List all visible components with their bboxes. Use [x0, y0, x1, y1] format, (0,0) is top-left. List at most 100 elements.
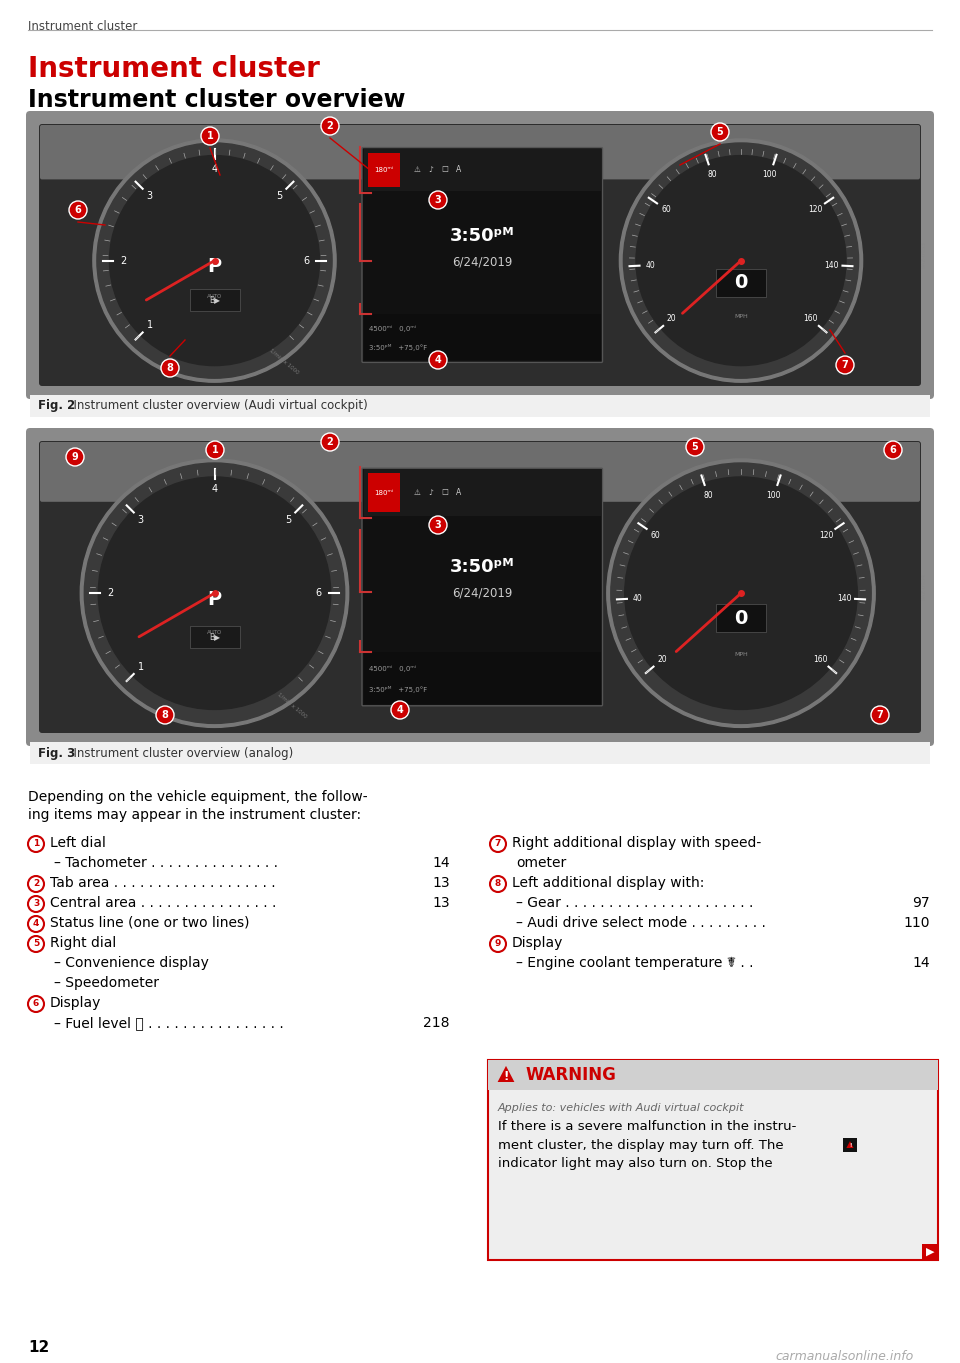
Text: – Fuel level Ⓓ . . . . . . . . . . . . . . . .: – Fuel level Ⓓ . . . . . . . . . . . . .…: [54, 1015, 284, 1030]
Text: 60: 60: [661, 204, 671, 214]
Text: !: !: [503, 1070, 509, 1082]
Text: AUTO: AUTO: [206, 631, 222, 635]
Bar: [716, 604, 766, 632]
Circle shape: [490, 876, 506, 891]
Circle shape: [625, 477, 857, 710]
Text: MPH: MPH: [734, 313, 748, 319]
Circle shape: [109, 155, 320, 365]
Bar: [30, 395, 930, 417]
Text: 14: 14: [432, 856, 450, 870]
Bar: [488, 1060, 938, 1090]
Text: 3: 3: [137, 514, 144, 525]
Text: Instrument cluster overview: Instrument cluster overview: [28, 89, 405, 112]
Circle shape: [429, 352, 447, 369]
Text: 1/min x 1000: 1/min x 1000: [276, 691, 307, 718]
Bar: [364, 652, 601, 703]
Circle shape: [201, 127, 219, 144]
Text: Left dial: Left dial: [50, 836, 106, 851]
Text: Applies to: vehicles with Audi virtual cockpit: Applies to: vehicles with Audi virtual c…: [498, 1103, 745, 1114]
Text: 1: 1: [147, 320, 153, 330]
Circle shape: [686, 438, 704, 457]
Circle shape: [836, 356, 854, 373]
Text: 140: 140: [837, 594, 852, 602]
Text: 140: 140: [825, 260, 839, 270]
Circle shape: [66, 448, 84, 466]
Circle shape: [429, 191, 447, 209]
Circle shape: [490, 936, 506, 951]
Text: 7: 7: [876, 710, 883, 720]
FancyBboxPatch shape: [39, 124, 921, 386]
Text: Right dial: Right dial: [50, 936, 116, 950]
Text: 3: 3: [435, 195, 442, 204]
Text: – Convenience display: – Convenience display: [54, 955, 209, 970]
Text: – Engine coolant temperature ☤ . .: – Engine coolant temperature ☤ . .: [516, 955, 754, 970]
Text: – Gear . . . . . . . . . . . . . . . . . . . . . .: – Gear . . . . . . . . . . . . . . . . .…: [516, 895, 754, 910]
Text: 6: 6: [890, 444, 897, 455]
Text: 3: 3: [33, 900, 39, 909]
Text: Instrument cluster: Instrument cluster: [28, 55, 320, 83]
Text: 5: 5: [691, 442, 698, 453]
FancyBboxPatch shape: [362, 469, 603, 706]
Text: ▶: ▶: [925, 1247, 934, 1257]
Text: 2: 2: [33, 879, 39, 889]
Circle shape: [28, 836, 44, 852]
Bar: [189, 289, 239, 311]
Text: Tab area . . . . . . . . . . . . . . . . . . .: Tab area . . . . . . . . . . . . . . . .…: [50, 876, 276, 890]
Text: P: P: [207, 256, 222, 275]
Circle shape: [206, 442, 224, 459]
Text: A: A: [456, 488, 462, 497]
Text: Left additional display with:: Left additional display with:: [512, 876, 705, 890]
Text: 3:50ᵖᴹ   +75,0°F: 3:50ᵖᴹ +75,0°F: [369, 686, 427, 692]
Circle shape: [81, 459, 348, 728]
Text: 60: 60: [651, 530, 660, 540]
Circle shape: [321, 433, 339, 451]
Bar: [30, 741, 930, 765]
Circle shape: [69, 200, 87, 219]
Text: 9: 9: [494, 939, 501, 949]
Text: ☐: ☐: [442, 165, 448, 174]
Text: 13: 13: [432, 876, 450, 890]
Text: Depending on the vehicle equipment, the follow-: Depending on the vehicle equipment, the …: [28, 791, 368, 804]
Circle shape: [711, 123, 729, 140]
Text: ♪: ♪: [428, 488, 433, 497]
Circle shape: [98, 477, 331, 710]
Text: 160: 160: [813, 656, 828, 664]
Circle shape: [871, 706, 889, 724]
Bar: [364, 313, 601, 360]
Circle shape: [490, 836, 506, 852]
Bar: [716, 269, 766, 297]
Circle shape: [611, 463, 872, 724]
Text: !: !: [849, 1144, 852, 1148]
Text: 0: 0: [734, 274, 748, 293]
Text: ment cluster, the display may turn off. The: ment cluster, the display may turn off. …: [498, 1138, 783, 1152]
Text: 1: 1: [33, 840, 39, 849]
Circle shape: [156, 706, 174, 724]
Circle shape: [391, 701, 409, 720]
Circle shape: [623, 143, 858, 378]
Text: 2: 2: [326, 121, 333, 131]
Text: 100: 100: [762, 170, 777, 179]
Text: 6/24/2019: 6/24/2019: [452, 586, 513, 598]
Text: 4: 4: [435, 354, 442, 365]
Text: 40: 40: [646, 260, 656, 270]
Circle shape: [636, 155, 846, 365]
Text: 0: 0: [734, 608, 748, 627]
FancyBboxPatch shape: [40, 125, 920, 180]
Circle shape: [161, 358, 179, 378]
Text: 2: 2: [120, 256, 126, 266]
Text: – Audi drive select mode . . . . . . . . .: – Audi drive select mode . . . . . . . .…: [516, 916, 766, 930]
Text: 80: 80: [704, 491, 713, 500]
Text: 8: 8: [494, 879, 501, 889]
Text: 4500ᵐⁱ   0,0ᵐⁱ: 4500ᵐⁱ 0,0ᵐⁱ: [369, 326, 416, 333]
Circle shape: [97, 143, 332, 378]
Text: Instrument cluster overview (analog): Instrument cluster overview (analog): [66, 747, 293, 759]
Text: RAZ-0953: RAZ-0953: [922, 241, 926, 269]
Text: Instrument cluster: Instrument cluster: [28, 20, 137, 33]
Text: 14: 14: [912, 955, 930, 970]
Circle shape: [28, 996, 44, 1011]
Text: 3:50ᵖᴹ: 3:50ᵖᴹ: [450, 557, 515, 575]
Text: – Tachometer . . . . . . . . . . . . . . .: – Tachometer . . . . . . . . . . . . . .…: [54, 856, 278, 870]
Text: B▶: B▶: [209, 296, 220, 304]
Text: Central area . . . . . . . . . . . . . . . .: Central area . . . . . . . . . . . . . .…: [50, 895, 276, 910]
FancyBboxPatch shape: [26, 428, 934, 746]
